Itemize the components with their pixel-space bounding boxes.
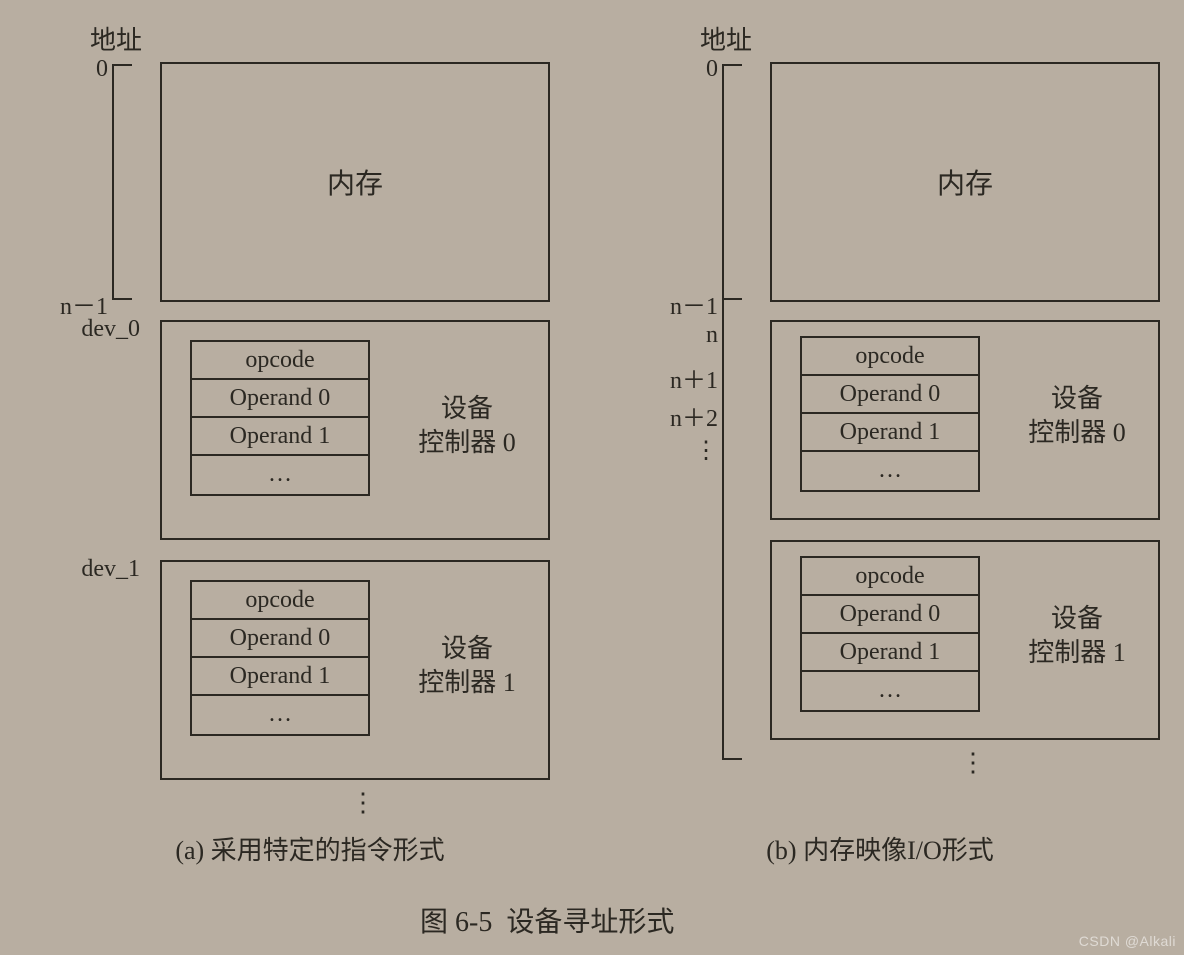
dev-label-l1: 设备 (1051, 604, 1103, 633)
dev-label-l2p: 控制器 (1028, 638, 1106, 667)
axis-b (722, 64, 724, 760)
addr-title-a: 地址 (90, 20, 142, 57)
reg-row: Operand 0 (192, 620, 368, 658)
caption-b: (b) 内存映像I/O形式 (600, 830, 1160, 867)
axis-b-tick-nm1 (722, 298, 742, 300)
reg-row: … (802, 452, 978, 490)
reg-row: Operand 0 (192, 380, 368, 418)
dev-label-l1: 设备 (1051, 384, 1103, 413)
reg-row: … (192, 696, 368, 734)
dev0-label-b: 设备 控制器 0 (1002, 382, 1152, 450)
axis-a-label-dev1: dev_1 (20, 556, 140, 583)
figure-number: 图 6-5 (420, 907, 492, 938)
axis-b-label-vdots: ⋮ (600, 436, 718, 465)
axis-a-tick-top (112, 64, 132, 66)
axis-a-label-0: 0 (30, 56, 108, 83)
memory-box-b: 内存 (770, 62, 1160, 302)
dev0-box-a: opcode Operand 0 Operand 1 … 设备 控制器 0 (160, 320, 550, 540)
memory-label-a: 内存 (327, 162, 383, 202)
dev0-regs-b: opcode Operand 0 Operand 1 … (800, 336, 980, 492)
panel-b: 地址 0 n－1 n n＋1 n＋2 ⋮ 内存 opcode Operand 0… (600, 20, 1160, 880)
reg-row: Operand 0 (802, 596, 978, 634)
reg-row: Operand 1 (192, 658, 368, 696)
dev0-regs-a: opcode Operand 0 Operand 1 … (190, 340, 370, 496)
dev1-box-b: opcode Operand 0 Operand 1 … 设备 控制器 1 (770, 540, 1160, 740)
axis-b-label-0: 0 (600, 56, 718, 83)
reg-row: opcode (802, 338, 978, 376)
dev-label-idx: 0 (1113, 418, 1126, 447)
dev-label-l1: 设备 (441, 394, 493, 423)
caption-a: (a) 采用特定的指令形式 (30, 830, 590, 867)
axis-b-label-n: n (600, 322, 718, 349)
dev-label-idx: 1 (1113, 638, 1126, 667)
memory-box-a: 内存 (160, 62, 550, 302)
dev1-regs-a: opcode Operand 0 Operand 1 … (190, 580, 370, 736)
dev0-box-b: opcode Operand 0 Operand 1 … 设备 控制器 0 (770, 320, 1160, 520)
axis-a-tick-bottom (112, 298, 132, 300)
dev1-label-b: 设备 控制器 1 (1002, 602, 1152, 670)
dev1-label-a: 设备 控制器 1 (392, 632, 542, 700)
axis-a (112, 64, 114, 300)
dev-label-l2p: 控制器 (418, 668, 496, 697)
reg-row: Operand 0 (802, 376, 978, 414)
reg-row: opcode (192, 342, 368, 380)
axis-b-tick-top (722, 64, 742, 66)
figure-caption: 图 6-5 设备寻址形式 (420, 900, 674, 940)
dev-label-l1: 设备 (441, 634, 493, 663)
memory-label-b: 内存 (937, 162, 993, 202)
figure-title: 设备寻址形式 (506, 907, 674, 938)
reg-row: opcode (802, 558, 978, 596)
dev-label-l2p: 控制器 (418, 428, 496, 457)
vdots-b: ⋮ (960, 748, 984, 778)
dev1-box-a: opcode Operand 0 Operand 1 … 设备 控制器 1 (160, 560, 550, 780)
dev-label-idx: 1 (503, 668, 516, 697)
axis-b-label-np2: n＋2 (600, 398, 718, 433)
reg-row: Operand 1 (802, 414, 978, 452)
reg-row: … (192, 456, 368, 494)
dev-label-l2p: 控制器 (1028, 418, 1106, 447)
dev0-label-a: 设备 控制器 0 (392, 392, 542, 460)
axis-b-label-np1: n＋1 (600, 360, 718, 395)
reg-row: Operand 1 (192, 418, 368, 456)
dev-label-idx: 0 (503, 428, 516, 457)
reg-row: … (802, 672, 978, 710)
axis-b-tick-bottom (722, 758, 742, 760)
addr-title-b: 地址 (700, 20, 752, 57)
dev1-regs-b: opcode Operand 0 Operand 1 … (800, 556, 980, 712)
reg-row: opcode (192, 582, 368, 620)
vdots-a: ⋮ (350, 788, 374, 818)
panel-a: 地址 0 n－1 dev_0 dev_1 内存 opcode Operand 0… (30, 20, 590, 880)
reg-row: Operand 1 (802, 634, 978, 672)
watermark: CSDN @Alkali (1079, 933, 1176, 949)
axis-a-label-dev0: dev_0 (20, 316, 140, 343)
axis-b-label-nm1: n－1 (600, 286, 718, 321)
figure-root: 地址 0 n－1 dev_0 dev_1 内存 opcode Operand 0… (0, 0, 1184, 955)
